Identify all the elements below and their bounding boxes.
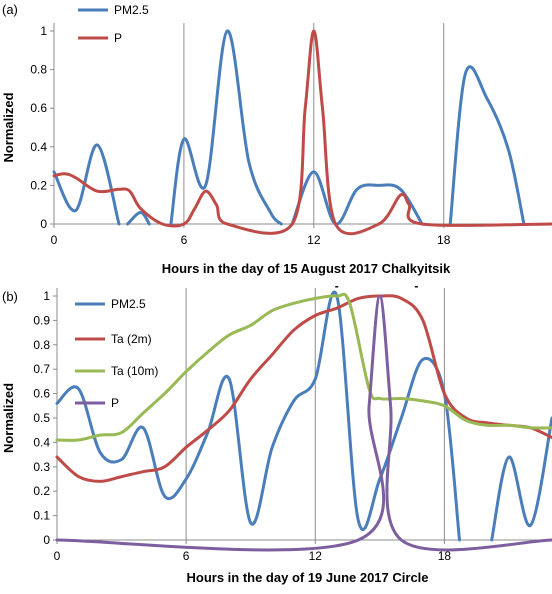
series-ta-10m- (55, 292, 552, 442)
y-tick-label: 0.2 (30, 178, 47, 192)
chart-panel-a: (a) 0 0.2 0.4 0.6 0.8 1 0 6 12 18 Hours in the day … (1, 2, 552, 276)
legend-label: Ta (10m) (111, 364, 158, 378)
annotation-mark: - (335, 279, 339, 293)
y-tick-label: 0.2 (33, 484, 50, 498)
y-axis-title: Normalized (1, 92, 16, 162)
x-axis-title: Hours in the day of 19 June 2017 Circle (186, 570, 428, 585)
annotation-mark: - (414, 279, 418, 293)
x-tick-label: 0 (51, 233, 58, 247)
series-p (52, 29, 552, 236)
y-tick-label: 0 (43, 533, 50, 547)
x-tick-label: 6 (181, 233, 188, 247)
legend-label: P (111, 396, 119, 410)
legend-label: PM2.5 (114, 3, 149, 17)
y-tick-label: 0.9 (33, 313, 50, 327)
series-line (290, 170, 424, 226)
y-tick-label: 0.7 (33, 362, 50, 376)
x-tick-label: 6 (183, 549, 190, 563)
panel-label: (b) (2, 289, 18, 304)
series-line (55, 292, 552, 442)
panel-label: (a) (2, 2, 18, 17)
series-p (55, 294, 552, 552)
y-tick-label: 0.4 (30, 140, 47, 154)
series-line (169, 29, 283, 226)
y-tick-label: 0.8 (30, 63, 47, 77)
legend-label: P (114, 31, 122, 45)
series-line (490, 416, 552, 542)
x-tick-label: 12 (309, 549, 323, 563)
series-line (55, 294, 552, 483)
y-tick-label: 0.1 (33, 509, 50, 523)
series-line (55, 294, 552, 552)
y-tick-label: 1 (43, 289, 50, 303)
y-tick-label: 0.6 (33, 387, 50, 401)
x-tick-label: 0 (54, 549, 61, 563)
x-axis-title: Hours in the day of 15 August 2017 Chalk… (162, 261, 451, 276)
legend-label: Ta (2m) (111, 332, 152, 346)
x-tick-label: 18 (438, 549, 452, 563)
x-tick-label: 12 (307, 233, 321, 247)
series-ta-2m- (55, 294, 552, 483)
y-tick-label: 0.4 (33, 435, 50, 449)
series-line (126, 210, 151, 226)
y-tick-label: 0.3 (33, 460, 50, 474)
y-tick-label: 0.8 (33, 338, 50, 352)
y-tick-label: 0.6 (30, 101, 47, 115)
series-pm2-5 (55, 290, 552, 542)
y-tick-label: 0.5 (33, 411, 50, 425)
legend-label: PM2.5 (111, 297, 146, 311)
chart-panel-b: (b) 0 0.1 0.2 0.3 0.4 0.5 0.6 0.7 0.8 0.9 1 0 6 12 18 Ho… (1, 279, 552, 585)
y-tick-label: 1 (40, 24, 47, 38)
series-line (52, 143, 121, 226)
series-line (55, 290, 461, 542)
y-axis-title: Normalized (1, 383, 16, 453)
series-line (448, 65, 526, 226)
series-pm2-5 (52, 29, 526, 226)
series-line (52, 29, 552, 236)
x-tick-label: 18 (437, 233, 451, 247)
y-tick-label: 0 (40, 217, 47, 231)
